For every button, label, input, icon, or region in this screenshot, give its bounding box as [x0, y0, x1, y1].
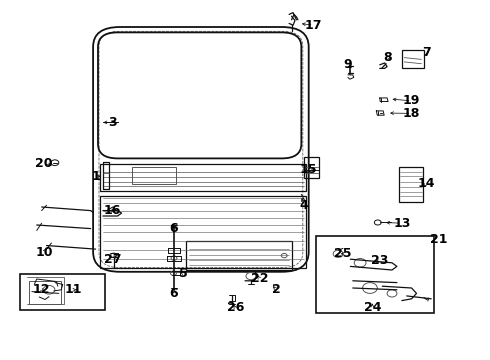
Text: 6: 6: [170, 222, 178, 235]
Text: 10: 10: [35, 246, 53, 258]
Bar: [100, 196, 306, 268]
Text: 13: 13: [393, 217, 411, 230]
Bar: [29, 281, 61, 304]
Bar: [186, 241, 292, 270]
Text: 11: 11: [65, 283, 82, 296]
Bar: [402, 50, 424, 68]
Text: 21: 21: [430, 233, 447, 246]
Text: 3: 3: [108, 116, 117, 129]
Text: 17: 17: [305, 19, 322, 32]
Text: 12: 12: [33, 283, 50, 296]
Text: 16: 16: [104, 204, 122, 217]
Text: 1: 1: [91, 170, 100, 183]
Text: 15: 15: [300, 163, 318, 176]
Text: 2: 2: [272, 283, 281, 296]
Text: 9: 9: [343, 58, 352, 71]
Text: 25: 25: [334, 247, 352, 260]
Bar: [100, 164, 306, 191]
Text: 23: 23: [371, 255, 389, 267]
Bar: [399, 167, 423, 202]
Text: 7: 7: [422, 46, 431, 59]
Bar: [304, 157, 318, 178]
Text: 20: 20: [35, 157, 53, 170]
Bar: [132, 167, 176, 184]
Text: 14: 14: [417, 177, 435, 190]
Text: 19: 19: [403, 94, 420, 107]
Text: 22: 22: [251, 273, 269, 285]
Text: 5: 5: [179, 267, 188, 280]
Text: 24: 24: [364, 301, 381, 314]
Text: 18: 18: [403, 107, 420, 120]
Text: 4: 4: [299, 199, 308, 212]
Bar: [20, 274, 105, 310]
Text: 6: 6: [170, 287, 178, 300]
Text: 26: 26: [226, 301, 244, 314]
Text: 8: 8: [383, 51, 392, 64]
Text: 27: 27: [104, 253, 122, 266]
Bar: [316, 236, 434, 313]
